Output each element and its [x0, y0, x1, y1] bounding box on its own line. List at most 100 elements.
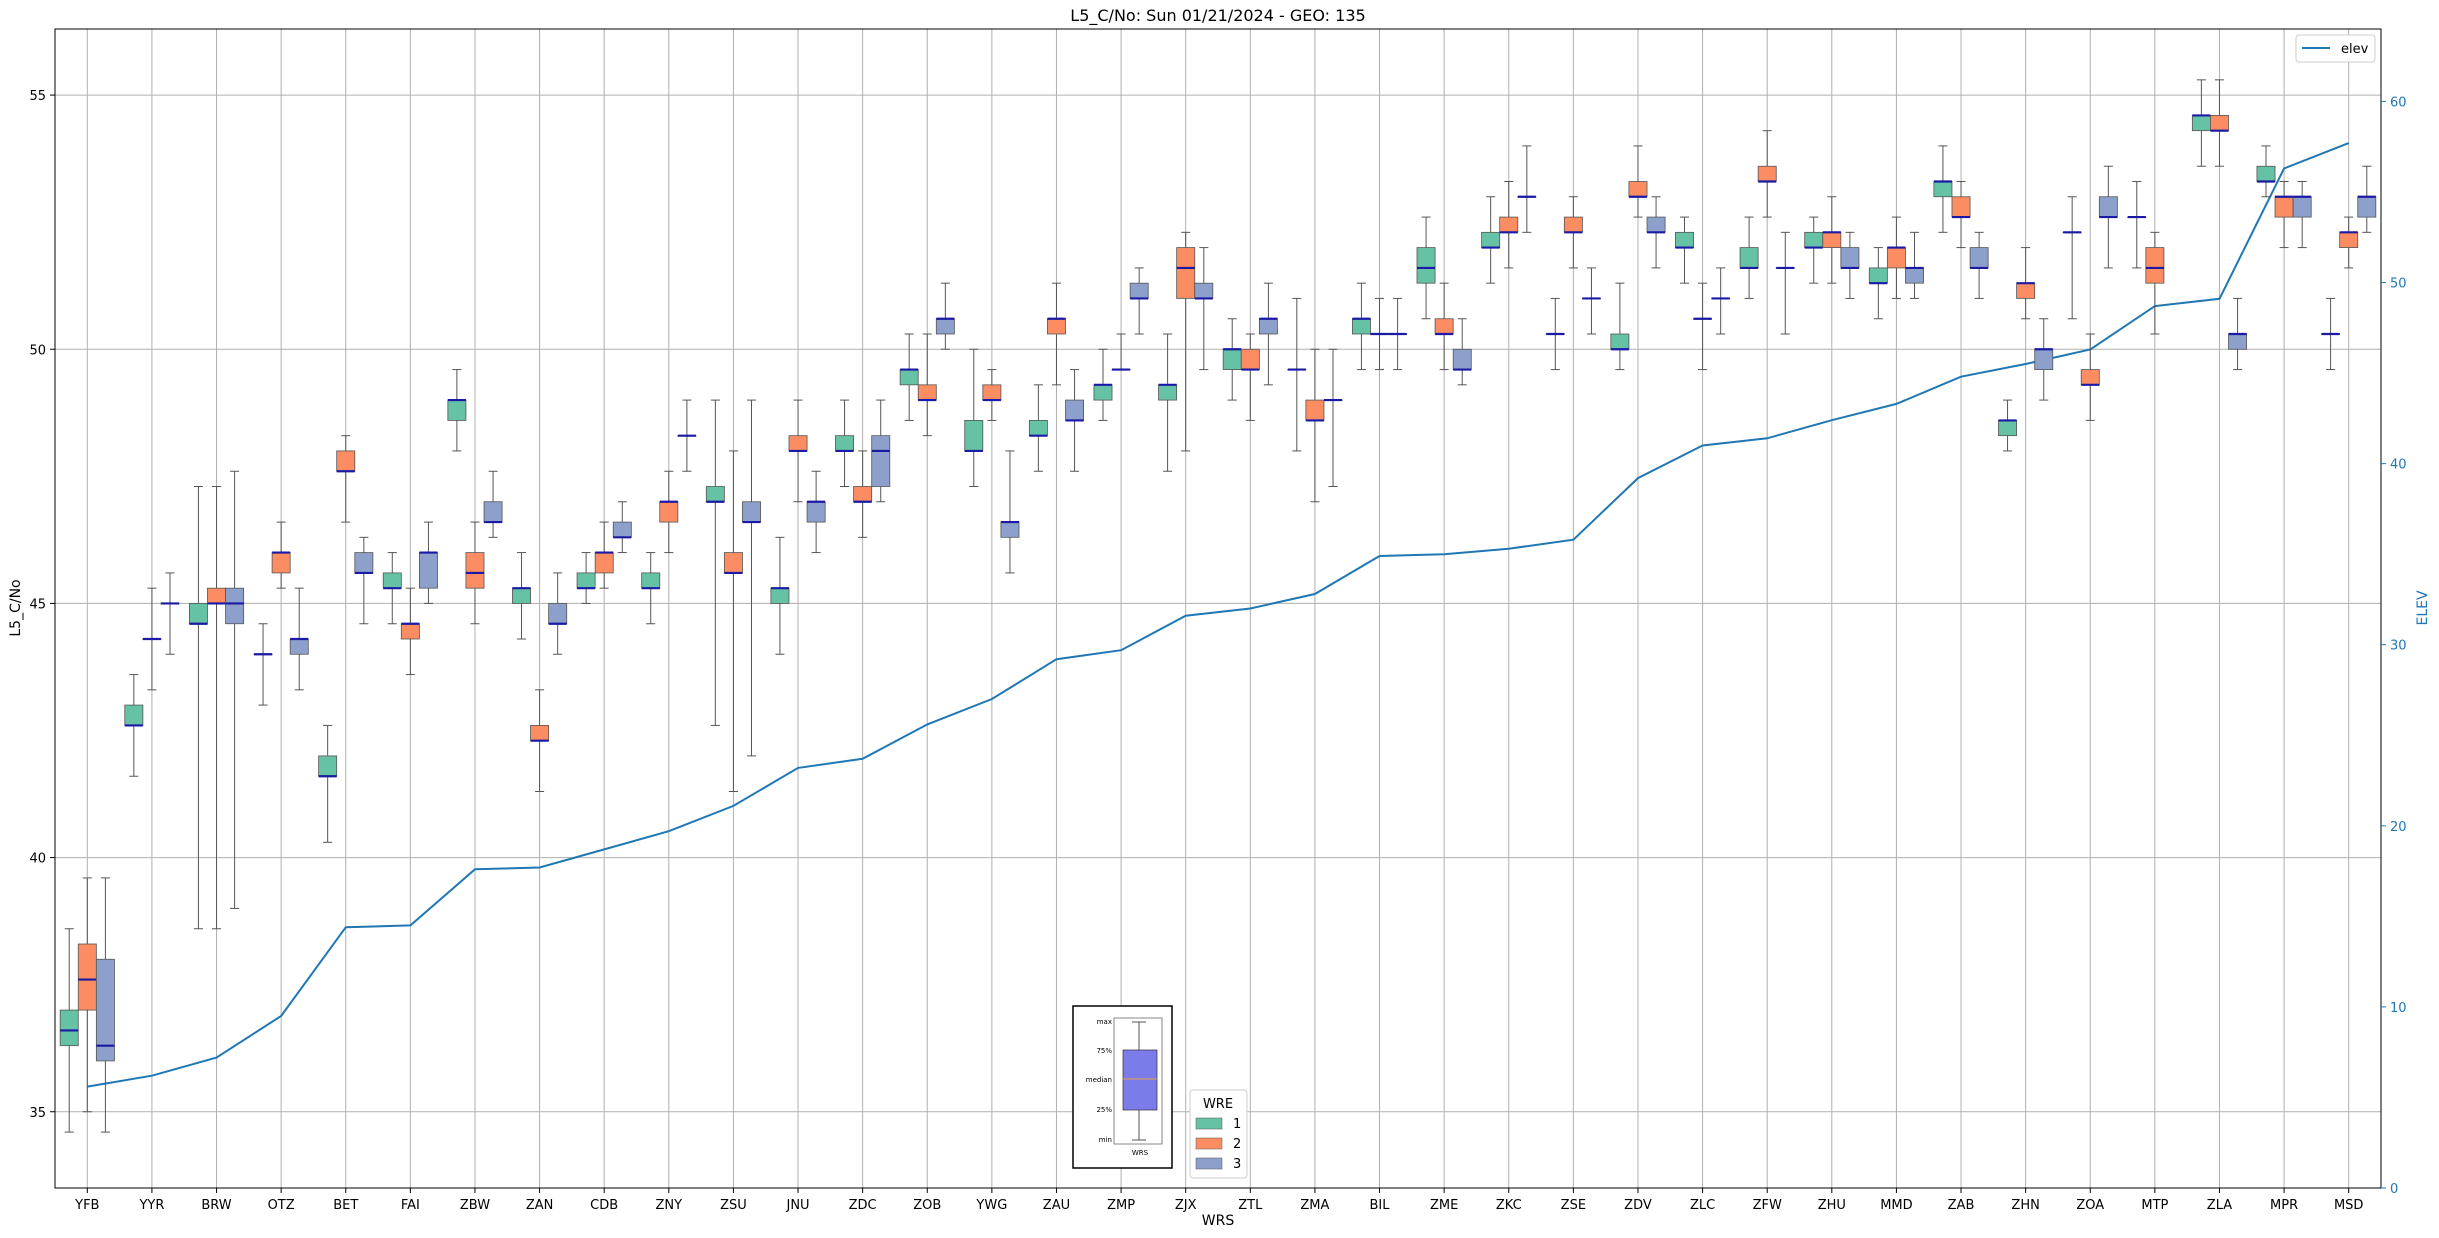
- box-plot: [2210, 79, 2229, 167]
- box-plot: [483, 470, 503, 538]
- box-plot: [2145, 231, 2165, 335]
- box-plot: [512, 552, 531, 640]
- box-plot: [1240, 333, 1260, 421]
- x-tick-label: ZJX: [1175, 1198, 1197, 1213]
- box-plot: [124, 674, 144, 777]
- box-rect: [2034, 348, 2054, 370]
- box-rect: [207, 587, 226, 604]
- box-rect: [641, 572, 661, 589]
- x-tick-label: BET: [333, 1198, 358, 1213]
- box-plot: [95, 877, 115, 1133]
- box-rect: [2256, 165, 2276, 182]
- box-plot: [447, 369, 467, 452]
- y2-tick-label: 40: [2390, 458, 2407, 473]
- box-rect: [1969, 247, 1989, 269]
- box-plot: [1775, 231, 1795, 335]
- box-plot: [1675, 216, 1694, 284]
- box-rect: [1258, 318, 1278, 335]
- box-plot: [1323, 348, 1343, 487]
- x-tick-label: ZOA: [2076, 1198, 2104, 1213]
- box-rect: [95, 958, 115, 1062]
- box-rect: [871, 435, 891, 487]
- box-rect: [935, 318, 955, 335]
- box-plot: [2292, 181, 2312, 249]
- box-plot: [1416, 216, 1436, 320]
- x-tick-label: ZMP: [1107, 1198, 1135, 1213]
- box-plot: [465, 521, 485, 625]
- box-plot: [1194, 247, 1214, 371]
- box-plot: [2080, 333, 2100, 421]
- x-tick-label: ZNY: [656, 1198, 683, 1213]
- box-plot: [982, 369, 1002, 421]
- y2-tick-label: 30: [2390, 639, 2407, 654]
- x-tick-label: ZOB: [913, 1198, 941, 1213]
- y-tick-label: 55: [29, 89, 46, 104]
- box-rect: [1646, 216, 1666, 233]
- plot-frame: [54, 28, 2382, 1189]
- box-rect: [1739, 247, 1759, 269]
- box-rect: [1176, 247, 1196, 299]
- box-rect: [512, 587, 531, 604]
- box-plot: [1563, 196, 1583, 269]
- box-plot: [1000, 450, 1020, 574]
- box-plot: [742, 399, 761, 757]
- x-tick-label: MTP: [2141, 1198, 2168, 1213]
- box-plot: [853, 450, 873, 538]
- x-tick-label: ZBW: [460, 1198, 490, 1213]
- box-rect: [1675, 231, 1694, 248]
- x-axis-label: WRS: [1202, 1213, 1235, 1229]
- box-rect: [382, 572, 402, 589]
- box-plot: [1905, 231, 1924, 299]
- box-plot: [336, 435, 356, 523]
- box-rect: [723, 552, 743, 574]
- box-plot: [548, 572, 568, 655]
- y2-axis-label: ELEV: [2415, 590, 2431, 625]
- x-tick-label: FAI: [401, 1198, 420, 1213]
- box-plot: [1351, 282, 1371, 371]
- box-plot: [289, 587, 309, 691]
- x-tick-label: ZME: [1430, 1198, 1458, 1213]
- box-rect: [124, 704, 144, 726]
- x-tick-label: ZFW: [1753, 1198, 1782, 1213]
- box-rect: [964, 420, 984, 452]
- box-rect: [2292, 196, 2312, 218]
- x-tick-label: ZMA: [1300, 1198, 1329, 1213]
- box-plot: [1545, 297, 1565, 371]
- inset-label-median: median: [1086, 1076, 1112, 1084]
- y2-tick-label: 50: [2390, 277, 2407, 292]
- box-plot: [935, 282, 955, 350]
- elev-legend-frame: [2295, 34, 2376, 63]
- box-plot: [1111, 333, 1131, 371]
- box-rect: [1868, 267, 1888, 284]
- box-rect: [594, 552, 614, 574]
- box-plot: [2228, 297, 2248, 371]
- box-plot: [382, 552, 402, 625]
- box-rect: [336, 450, 356, 472]
- x-tick-label: CDB: [590, 1198, 618, 1213]
- inset-label-min: min: [1099, 1136, 1112, 1144]
- box-plot: [1222, 318, 1242, 401]
- box-plot: [576, 552, 596, 604]
- box-plot: [77, 877, 97, 1113]
- wre-legend: WRE 1 2 3: [1189, 1089, 1248, 1179]
- box-plot: [1757, 130, 1777, 218]
- box-plot: [1370, 297, 1389, 371]
- y-ticks: 35 40 45 50 55: [29, 89, 55, 1121]
- box-rect: [1452, 348, 1472, 370]
- wre-legend-swatch-2: [1195, 1137, 1223, 1150]
- x-tick-label: ZSE: [1561, 1198, 1586, 1213]
- y-tick-label: 40: [29, 852, 46, 867]
- box-plot: [225, 470, 245, 909]
- box-plot: [917, 333, 937, 437]
- box-rect: [271, 552, 291, 574]
- x-tick-label: OTZ: [268, 1198, 295, 1213]
- box-rect: [1998, 420, 2017, 437]
- box-plot: [354, 536, 374, 625]
- x-tick-label: BRW: [201, 1198, 231, 1213]
- box-plot: [2098, 165, 2118, 269]
- box-plot: [1868, 247, 1888, 320]
- box-rect: [465, 552, 485, 589]
- inset-label-25: 25%: [1096, 1106, 1112, 1114]
- box-rect: [188, 603, 208, 625]
